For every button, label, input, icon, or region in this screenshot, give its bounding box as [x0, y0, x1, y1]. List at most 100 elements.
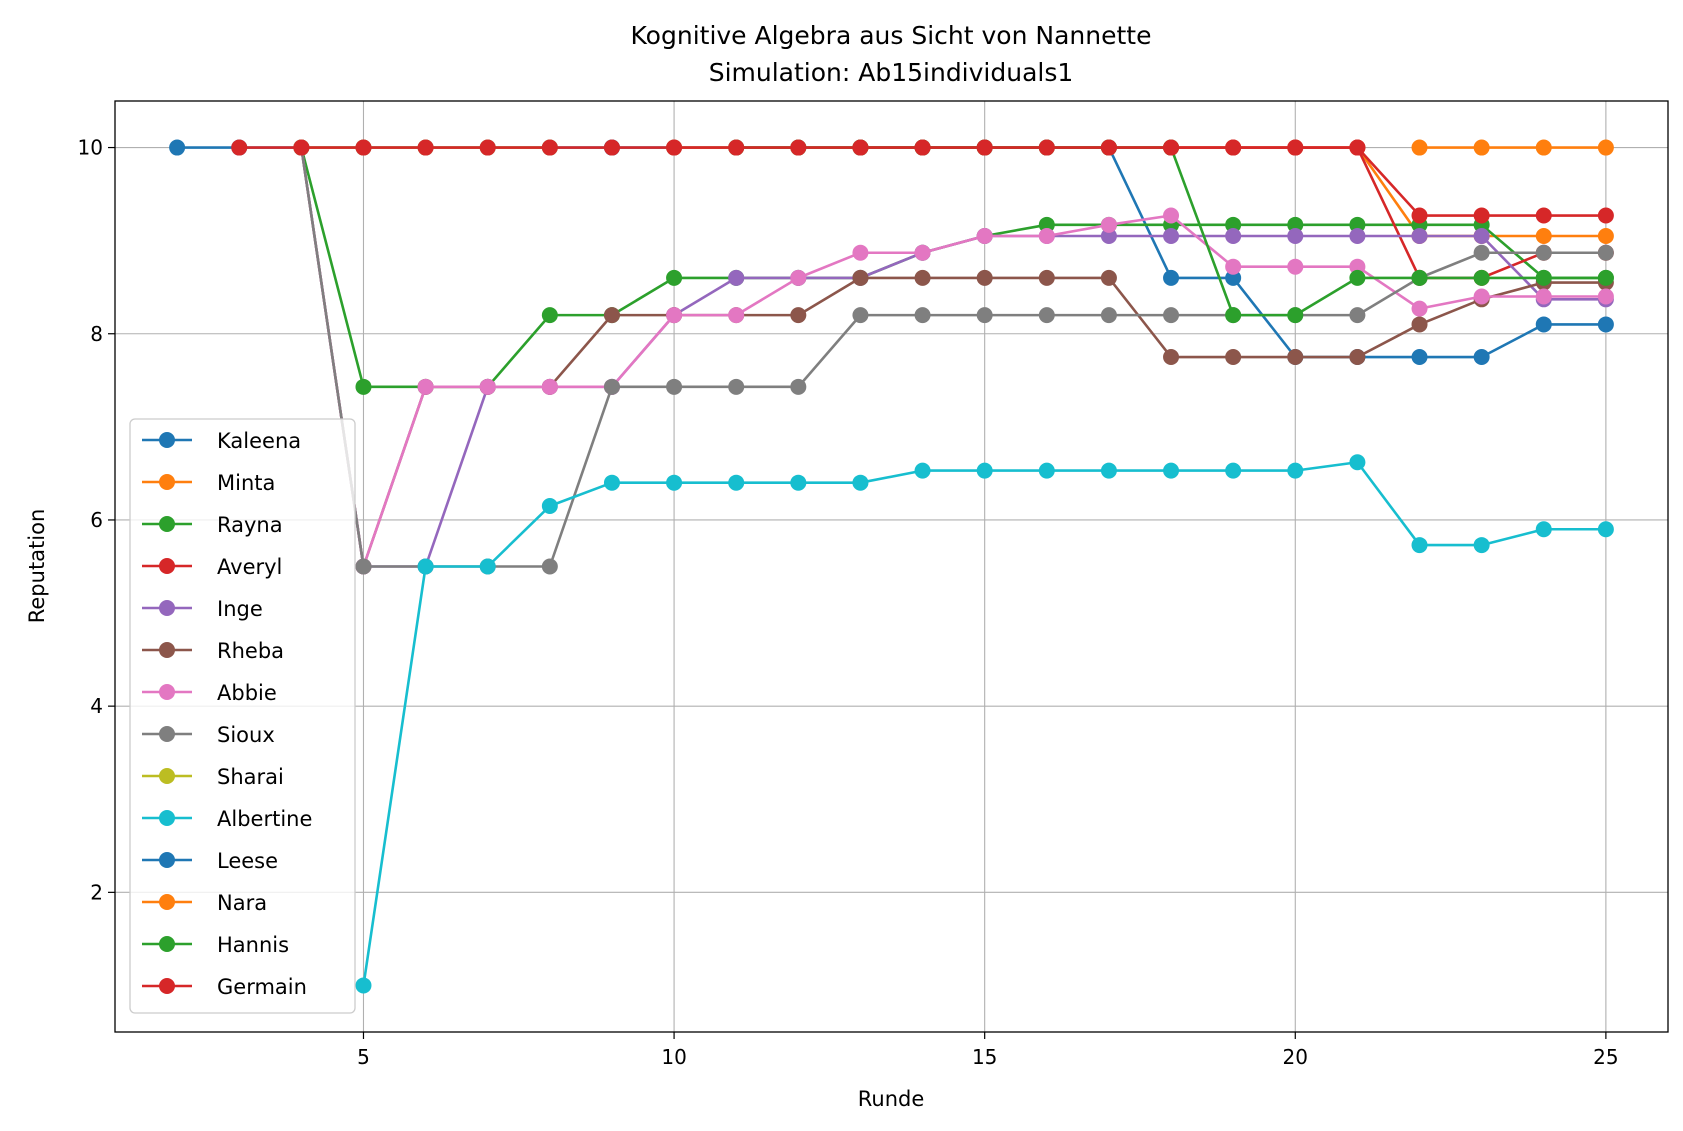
data-point	[1163, 139, 1180, 156]
data-point	[1535, 207, 1552, 224]
data-point	[728, 269, 745, 286]
data-point	[666, 307, 683, 324]
data-point	[1287, 307, 1304, 324]
data-point	[1038, 462, 1055, 479]
data-point	[1038, 269, 1055, 286]
data-point	[1411, 269, 1428, 286]
legend-entry: Sioux	[142, 723, 275, 747]
legend-entry: Rheba	[142, 639, 284, 663]
data-point	[417, 558, 434, 575]
data-point	[355, 139, 372, 156]
legend-marker	[159, 642, 175, 658]
data-point	[1535, 227, 1552, 244]
data-point	[1535, 316, 1552, 333]
data-point	[1597, 316, 1614, 333]
legend-marker	[159, 936, 175, 952]
legend-marker	[159, 852, 175, 868]
legend-marker	[159, 810, 175, 826]
data-point	[1038, 307, 1055, 324]
data-point	[1473, 227, 1490, 244]
legend-marker	[159, 558, 175, 574]
data-point	[1100, 462, 1117, 479]
data-point	[914, 307, 931, 324]
legend-marker	[159, 684, 175, 700]
data-point	[479, 378, 496, 395]
data-point	[1597, 269, 1614, 286]
x-tick-label: 20	[1283, 1045, 1308, 1069]
data-point	[914, 139, 931, 156]
legend-label: Minta	[217, 471, 275, 495]
legend-entry: Kaleena	[142, 429, 301, 453]
legend-label: Kaleena	[217, 429, 301, 453]
legend-marker	[159, 894, 175, 910]
data-point	[1411, 227, 1428, 244]
data-point	[355, 378, 372, 395]
data-point	[728, 474, 745, 491]
legend-entry: Leese	[142, 849, 278, 873]
data-point	[666, 139, 683, 156]
data-point	[976, 269, 993, 286]
data-point	[1100, 269, 1117, 286]
data-point	[1411, 300, 1428, 317]
data-point	[541, 378, 558, 395]
series-line	[300, 147, 1606, 568]
y-tick-label: 6	[90, 508, 103, 532]
data-point	[1473, 288, 1490, 305]
data-point	[1287, 227, 1304, 244]
legend-entry: Averyl	[142, 555, 282, 579]
data-point	[541, 497, 558, 514]
data-point	[1287, 216, 1304, 233]
data-point	[417, 139, 434, 156]
data-point	[1597, 139, 1614, 156]
data-point	[541, 558, 558, 575]
data-point	[1100, 307, 1117, 324]
data-point	[1349, 258, 1366, 275]
series-germain	[231, 139, 1614, 224]
data-point	[852, 244, 869, 261]
legend-marker	[159, 474, 175, 490]
data-point	[417, 378, 434, 395]
data-point	[1411, 537, 1428, 554]
data-point	[1473, 139, 1490, 156]
data-point	[1225, 216, 1242, 233]
data-point	[1349, 454, 1366, 471]
data-point	[1225, 139, 1242, 156]
legend-label: Abbie	[217, 681, 277, 705]
data-point	[914, 462, 931, 479]
series-line	[300, 147, 1606, 389]
grid-lines	[115, 101, 1668, 1032]
data-point	[1349, 139, 1366, 156]
data-point	[1411, 139, 1428, 156]
data-point	[603, 139, 620, 156]
legend-marker	[159, 432, 175, 448]
data-point	[1225, 269, 1242, 286]
x-tick-label: 25	[1593, 1045, 1618, 1069]
data-point	[1411, 349, 1428, 366]
legend-entry: Nara	[142, 891, 267, 915]
data-point	[976, 139, 993, 156]
legend-label: Sharai	[217, 765, 284, 789]
legend-marker	[159, 516, 175, 532]
legend-marker	[159, 768, 175, 784]
data-point	[1287, 462, 1304, 479]
data-point	[1163, 227, 1180, 244]
data-point	[169, 139, 186, 156]
data-point	[852, 139, 869, 156]
legend-entry: Abbie	[142, 681, 277, 705]
data-point	[728, 139, 745, 156]
data-point	[231, 139, 248, 156]
data-point	[914, 269, 931, 286]
legend-entry: Inge	[142, 597, 263, 621]
data-point	[1535, 269, 1552, 286]
x-axis-label: Runde	[858, 1087, 925, 1111]
data-point	[976, 462, 993, 479]
data-point	[603, 474, 620, 491]
y-tick-label: 8	[90, 322, 103, 346]
data-point	[1163, 349, 1180, 366]
y-axis-ticks: 2 4 6 8 10	[78, 136, 115, 904]
data-point	[1597, 521, 1614, 538]
y-tick-label: 10	[78, 136, 103, 160]
data-point	[293, 139, 310, 156]
legend-label: Albertine	[217, 807, 312, 831]
legend-label: Sioux	[217, 723, 275, 747]
